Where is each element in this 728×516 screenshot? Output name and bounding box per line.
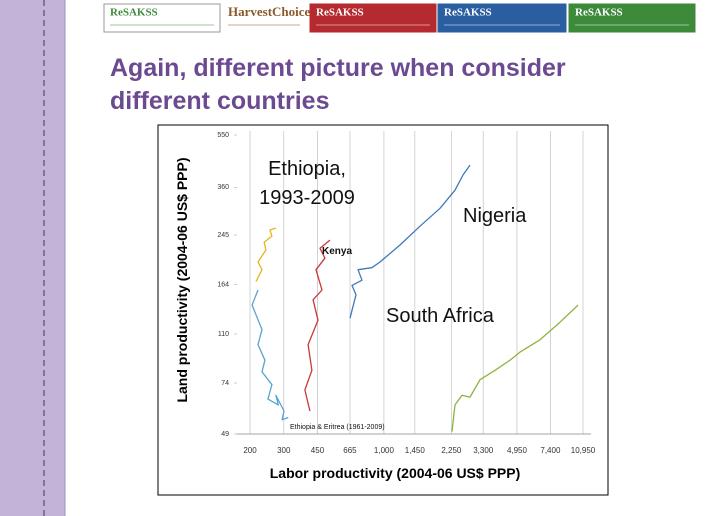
y-tick-label: 49 <box>221 431 229 438</box>
annotation: South Africa <box>386 305 494 327</box>
x-tick-label: 7,400 <box>540 446 561 455</box>
series-line <box>304 239 331 412</box>
logo-box <box>309 3 437 33</box>
annotation: Ethiopia & Eritrea (1961-2009) <box>290 424 385 431</box>
annotation: Ethiopia, 1993-2009 <box>259 158 355 209</box>
y-tick-label: 550 <box>217 132 229 139</box>
logo-text: ReSAKSS <box>575 7 623 19</box>
x-tick-label: 3,300 <box>473 446 494 455</box>
chart-frame <box>157 124 609 496</box>
x-tick-label: 10,950 <box>571 446 596 455</box>
logo-text: ReSAKSS <box>316 7 364 19</box>
x-tick-label: 200 <box>243 446 257 455</box>
logo-box <box>437 3 567 33</box>
y-tick-label: 245 <box>217 232 229 239</box>
x-tick-label: 1,450 <box>405 446 426 455</box>
x-tick-label: 665 <box>343 446 357 455</box>
x-tick-label: 450 <box>311 446 325 455</box>
logo-box <box>103 3 221 33</box>
logo-text: HarvestChoice <box>228 4 311 19</box>
logo-box <box>568 3 696 33</box>
x-tick-label: 300 <box>277 446 291 455</box>
series-line <box>251 289 289 421</box>
y-tick-label: 360 <box>217 184 229 191</box>
side-strip <box>0 0 65 516</box>
x-tick-label: 4,950 <box>507 446 528 455</box>
annotation: Nigeria <box>463 205 527 227</box>
x-tick-label: 1,000 <box>374 446 395 455</box>
x-axis-label: Labor productivity (2004-06 US$ PPP) <box>269 465 521 481</box>
annotation: Kenya <box>322 246 353 257</box>
x-tick-label: 2,250 <box>441 446 462 455</box>
logo-box <box>221 3 307 33</box>
logo-text: ReSAKSS <box>444 7 492 19</box>
series-line <box>255 227 277 282</box>
y-axis-label: Land productivity (2004-06 US$ PPP) <box>174 157 190 403</box>
slide-title: Again, different picture when consider d… <box>110 54 566 115</box>
y-tick-label: 74 <box>221 380 229 387</box>
series-line <box>451 304 579 432</box>
logo-text: ReSAKSS <box>110 7 158 19</box>
y-tick-label: 110 <box>218 331 229 338</box>
y-tick-label: 164 <box>217 281 229 288</box>
series-line <box>349 164 471 319</box>
